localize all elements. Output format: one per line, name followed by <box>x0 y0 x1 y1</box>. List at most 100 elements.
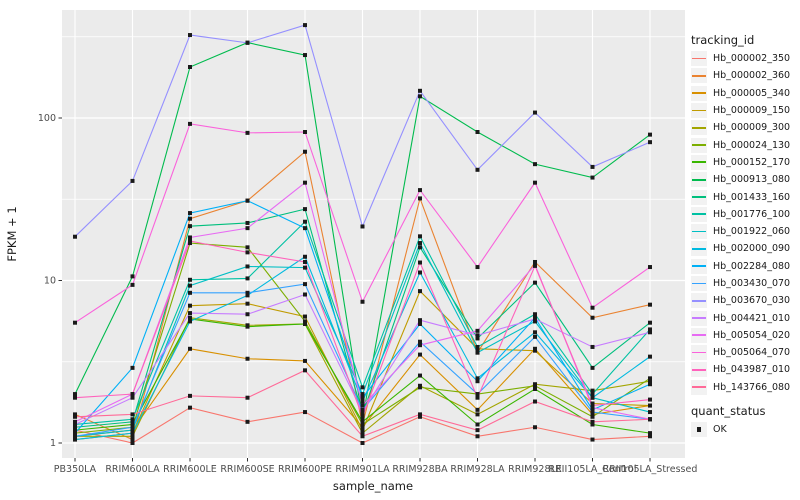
data-point <box>360 422 365 427</box>
data-point <box>130 425 135 430</box>
data-point <box>360 407 365 412</box>
data-point <box>360 299 365 304</box>
legend-key <box>691 85 707 101</box>
y-axis: 1 10 100 <box>38 113 62 449</box>
legend-title-tracking-id: tracking_id <box>691 33 755 47</box>
legend-line-icon <box>692 351 706 354</box>
data-point <box>533 180 537 185</box>
data-point <box>130 437 135 442</box>
data-point <box>418 339 422 344</box>
data-point <box>245 264 250 269</box>
data-point <box>73 414 77 419</box>
data-point <box>360 441 365 445</box>
data-point <box>303 265 307 270</box>
data-point <box>360 224 365 229</box>
legend-key <box>691 189 707 205</box>
data-point <box>188 316 192 321</box>
data-point <box>245 419 250 424</box>
legend-key <box>691 362 707 378</box>
data-point <box>130 431 135 436</box>
data-point <box>130 412 135 417</box>
data-point <box>188 393 192 398</box>
data-point <box>188 216 192 221</box>
data-point <box>130 392 135 397</box>
data-point <box>648 397 652 402</box>
legend-label: Hb_000009_150 <box>713 105 791 117</box>
data-point <box>533 386 537 391</box>
legend-line-icon <box>692 317 706 319</box>
data-point <box>590 164 595 169</box>
legend-line-icon <box>692 247 706 250</box>
data-point <box>648 327 652 332</box>
data-point <box>360 417 365 422</box>
legend-item-Hb_043987_010: Hb_043987_010 <box>691 361 790 378</box>
data-point <box>73 392 77 397</box>
legend-item-Hb_002284_080: Hb_002284_080 <box>691 258 790 275</box>
data-point <box>245 226 250 231</box>
data-point <box>360 410 365 415</box>
legend-line-icon <box>692 144 706 146</box>
legend-entries: Hb_000002_350 Hb_000002_360 Hb_000005_340 H… <box>691 50 790 396</box>
legend-item-Hb_005054_020: Hb_005054_020 <box>691 327 790 344</box>
data-point <box>188 283 192 288</box>
legend-key <box>691 172 707 188</box>
legend-label: Hb_000002_350 <box>713 53 791 65</box>
legend-key <box>691 224 707 240</box>
legend-label: Hb_043987_010 <box>713 364 791 376</box>
legend-item-Hb_000152_170: Hb_000152_170 <box>691 154 790 171</box>
legend-item-Hb_000002_360: Hb_000002_360 <box>691 67 790 84</box>
data-point <box>360 403 365 408</box>
legend-line-icon <box>692 265 706 267</box>
data-point <box>188 241 192 246</box>
legend-label: Hb_000913_080 <box>713 174 791 186</box>
data-point <box>188 277 192 282</box>
data-point <box>73 431 77 436</box>
data-point <box>590 437 595 442</box>
data-point <box>418 352 422 357</box>
data-point <box>360 434 365 439</box>
data-point <box>533 110 537 115</box>
data-point <box>533 316 537 321</box>
data-point <box>188 311 192 316</box>
data-point <box>130 441 135 445</box>
legend-line-icon <box>692 299 706 302</box>
legend-label: Hb_002000_090 <box>713 243 791 255</box>
data-point <box>188 405 192 410</box>
data-point <box>360 419 365 424</box>
data-point <box>590 405 595 410</box>
data-point <box>188 303 192 308</box>
data-point <box>648 410 652 415</box>
data-point <box>533 162 537 167</box>
x-tick-label: RRIM600LE <box>163 464 217 475</box>
legend-key <box>691 258 707 274</box>
data-point <box>188 346 192 351</box>
legend-key <box>691 206 707 222</box>
y-tick-label: 1 <box>50 438 56 449</box>
x-axis: PB350LA RRIM600LA RRIM600LE RRIM600SE RRIM60… <box>54 458 697 475</box>
data-point <box>303 53 307 58</box>
data-point <box>590 414 595 419</box>
legend-label: Hb_005054_020 <box>713 329 791 341</box>
data-point <box>418 94 422 99</box>
x-tick-label: RRII105LA_Control <box>548 464 636 475</box>
data-point <box>475 412 480 417</box>
legend-line-icon <box>692 386 706 389</box>
data-point <box>188 64 192 69</box>
data-point <box>73 422 77 427</box>
legend-line-icon <box>692 57 706 60</box>
data-point <box>648 431 652 436</box>
data-point <box>590 344 595 349</box>
data-point <box>648 330 652 335</box>
data-point <box>73 412 77 417</box>
data-point <box>418 414 422 419</box>
data-point <box>360 428 365 433</box>
data-point <box>303 254 307 259</box>
data-point <box>130 274 135 279</box>
data-point <box>590 401 595 406</box>
data-point <box>303 219 307 224</box>
legend-label: Hb_003670_030 <box>713 295 791 307</box>
legend-key <box>691 327 707 343</box>
legend-key <box>691 310 707 326</box>
